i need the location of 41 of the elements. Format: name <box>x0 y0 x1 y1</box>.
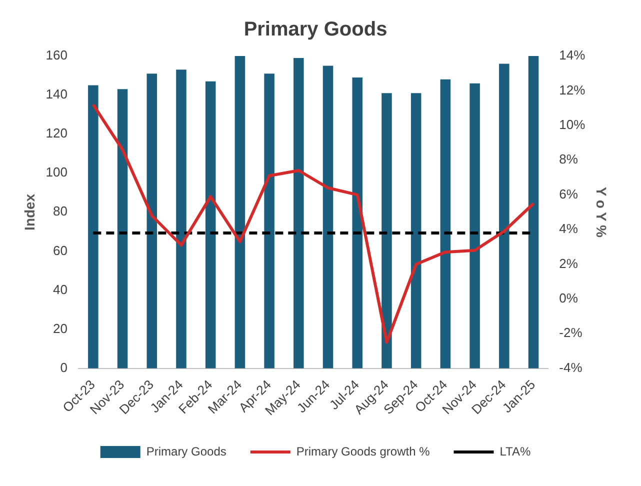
bar <box>470 83 480 368</box>
y-tick-label: 120 <box>46 126 68 141</box>
y-tick-label: 20 <box>53 320 68 336</box>
bar <box>322 66 334 368</box>
y2-tick-label: 6% <box>559 186 578 202</box>
y2-tick-label: 2% <box>559 256 578 271</box>
bar <box>440 79 451 368</box>
bar <box>88 85 98 368</box>
y-tick-label: 60 <box>53 242 68 258</box>
y-tick-label: 100 <box>46 164 68 180</box>
bar <box>352 77 363 368</box>
bar <box>205 81 216 368</box>
y2-tick-label: 14% <box>559 48 586 63</box>
y2-tick-label: -4% <box>559 360 583 375</box>
y-axis-title: Index <box>21 194 38 230</box>
y2-tick-label: 10% <box>559 116 586 132</box>
bar <box>499 64 510 368</box>
bar <box>234 56 246 368</box>
y-tick-label: 40 <box>53 282 68 297</box>
y2-tick-label: 8% <box>559 152 578 167</box>
legend-label: Primary Goods growth % <box>296 444 430 458</box>
bar <box>146 74 158 368</box>
bar <box>382 93 392 368</box>
bar <box>176 70 186 368</box>
y-tick-label: 80 <box>53 204 68 219</box>
bar <box>294 58 304 368</box>
y2-tick-label: 0% <box>559 290 578 306</box>
bar <box>117 89 128 368</box>
legend-label: Primary Goods <box>146 444 226 458</box>
y2-axis-title: Y o Y % <box>594 186 610 238</box>
bar <box>410 93 422 368</box>
y2-tick-label: 12% <box>559 82 586 98</box>
y2-tick-label: 4% <box>559 221 578 236</box>
bar <box>264 74 274 368</box>
y-tick-label: 160 <box>46 48 68 63</box>
legend-label: LTA% <box>500 444 531 458</box>
y-tick-label: 0 <box>60 360 68 375</box>
chart-title: Primary Goods <box>244 18 388 41</box>
y2-tick-label: -2% <box>559 325 583 340</box>
y-tick-label: 140 <box>46 86 68 102</box>
bar <box>528 56 539 368</box>
